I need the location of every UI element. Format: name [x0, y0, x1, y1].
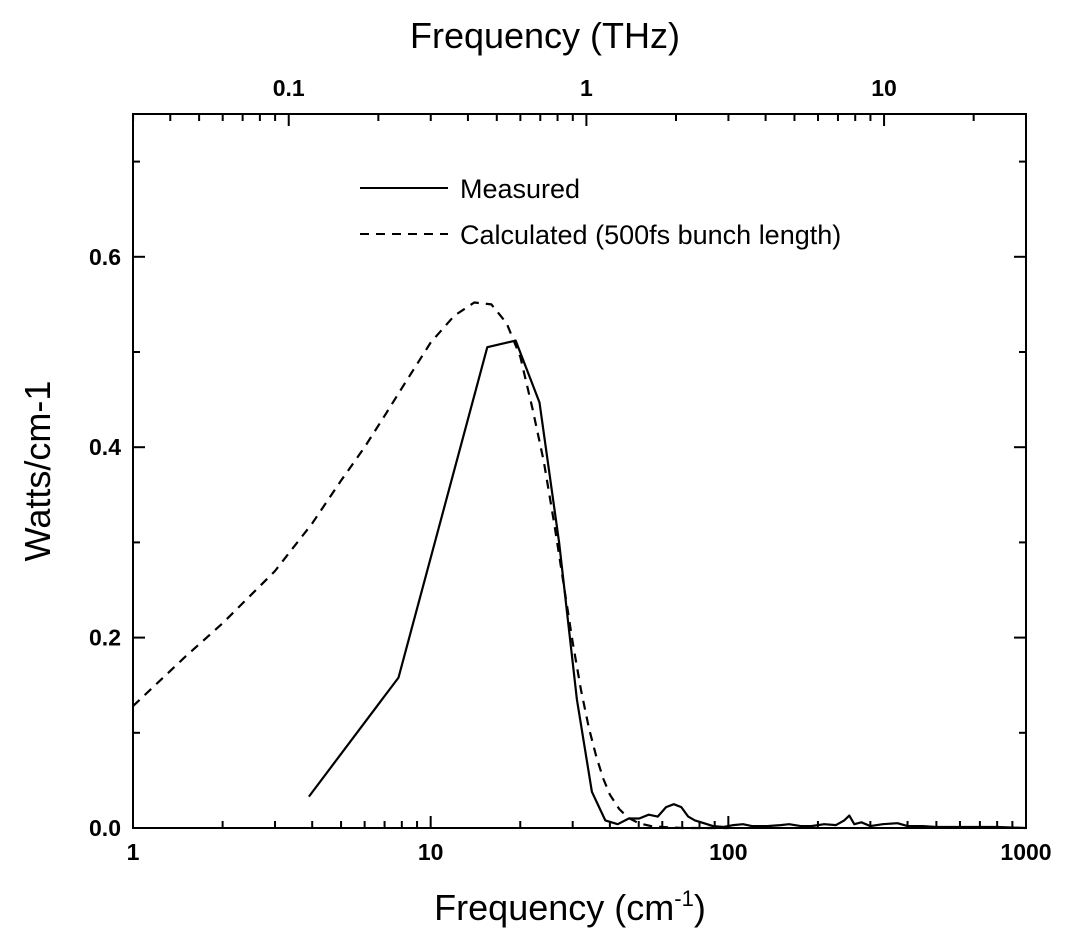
legend-label-measured: Measured	[460, 174, 580, 204]
top-tick-label: 0.1	[273, 75, 305, 101]
y-axis-title: Watts/cm-1	[17, 381, 58, 562]
legend-label-calculated: Calculated (500fs bunch length)	[460, 220, 841, 250]
top-tick-label: 1	[580, 75, 593, 101]
x-tick-label: 1000	[1000, 839, 1051, 865]
legend: Measured Calculated (500fs bunch length)	[360, 174, 841, 250]
x-tick-label: 100	[709, 839, 747, 865]
plot-frame	[132, 113, 1027, 829]
x-axis-title-main: Frequency (cm	[434, 887, 674, 928]
y-tick-label: 0.0	[89, 815, 121, 841]
series-line-calculated	[132, 301, 729, 830]
top-tick-label: 10	[871, 75, 897, 101]
x-tick-label: 1	[127, 839, 140, 865]
x-tick-label: 10	[418, 839, 444, 865]
tick-labels: 1 10 100 1000 0.0 0.2 0.4 0.6 0.1 1 10	[89, 75, 1052, 865]
x-axis-title-close: )	[694, 887, 706, 928]
y-tick-label: 0.4	[89, 434, 121, 460]
series-line-measured	[308, 339, 1027, 830]
axis-ticks	[132, 114, 1027, 829]
series-layer	[132, 301, 1027, 830]
y-tick-label: 0.2	[89, 625, 121, 651]
y-tick-label: 0.6	[89, 244, 121, 270]
top-axis-title: Frequency (THz)	[410, 15, 680, 56]
x-axis-title-sup: -1	[674, 886, 694, 911]
x-axis-title: Frequency (cm-1)	[434, 886, 706, 928]
